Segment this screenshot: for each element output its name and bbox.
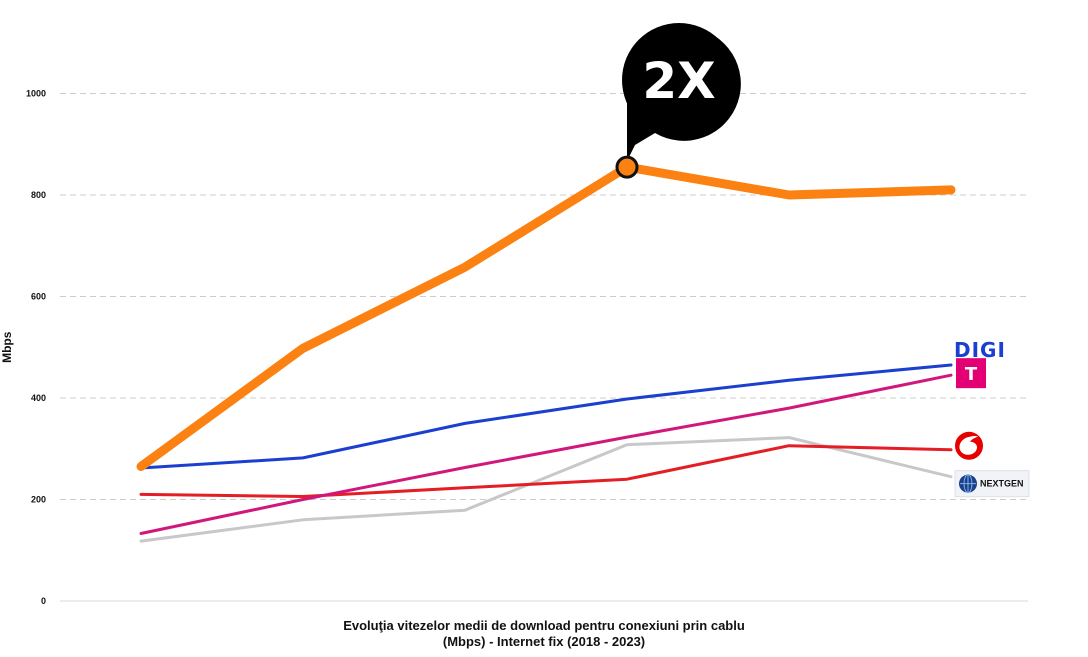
callout-annotation: 2X <box>615 23 741 179</box>
y-tick-label: 1000 <box>26 89 46 99</box>
series-group <box>136 162 956 543</box>
digi-logo-icon: DIGI <box>954 338 1006 362</box>
telekom-logo-text: T <box>965 364 978 385</box>
series-line-orange <box>136 162 956 471</box>
y-axis-label: Mbps <box>0 331 14 363</box>
y-tick-label: 200 <box>31 495 46 505</box>
series-line-vodafone <box>139 444 953 498</box>
y-tick-label: 600 <box>31 292 46 302</box>
callout-marker <box>615 155 639 179</box>
y-tick-label: 0 <box>41 596 46 606</box>
telekom-logo-icon: T <box>956 358 986 389</box>
series-line-telekom <box>139 373 953 535</box>
chart-title-line: Evoluţia vitezelor medii de download pen… <box>343 618 745 633</box>
nextgen-logo-icon: NEXTGEN <box>954 470 1030 498</box>
chart-title-line: (Mbps) - Internet fix (2018 - 2023) <box>443 634 645 649</box>
callout-bubble-circle <box>622 23 736 137</box>
nextgen-logo-text: NEXTGEN <box>980 479 1024 489</box>
series-line-nextgen <box>139 436 953 543</box>
gridlines <box>60 93 1028 602</box>
series-line-digi <box>139 363 953 470</box>
chart-title: Evoluţia vitezelor medii de download pen… <box>343 618 745 649</box>
y-tick-label: 800 <box>31 190 46 200</box>
vodafone-logo-icon <box>955 431 983 460</box>
callout-text: 2X <box>642 52 715 110</box>
y-tick-label: 400 <box>31 393 46 403</box>
